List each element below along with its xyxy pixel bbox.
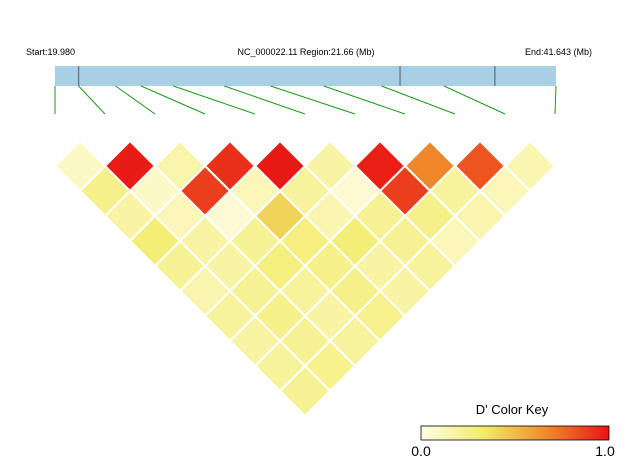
snp-connector-line [115,85,156,115]
snp-connector-line [554,85,557,115]
snp-connector-line [224,85,306,115]
color-key-max-label: 1.0 [595,443,615,459]
color-key-gradient-bar [420,425,610,441]
start-label: Start:19.980 [26,47,75,57]
region-label: NC_000022.11 Region:21.66 (Mb) [238,47,375,57]
snp-connector-line [140,85,206,115]
region-bar-ticks [77,66,496,86]
end-label: End:41.643 (Mb) [525,47,592,57]
ld-cell [278,364,332,418]
snp-connector-lines [54,85,557,115]
snp-connector-line [323,85,406,115]
color-key-min-label: 0.0 [411,443,431,459]
snp-connector-line [381,85,456,115]
color-key-title: D' Color Key [476,402,549,417]
snp-connector-line [173,85,256,115]
snp-connector-line [78,85,106,115]
snp-connector-line [270,85,356,115]
snp-connector-line [443,85,506,115]
ld-cells [53,139,557,418]
chromosome-region-bar [55,66,556,86]
